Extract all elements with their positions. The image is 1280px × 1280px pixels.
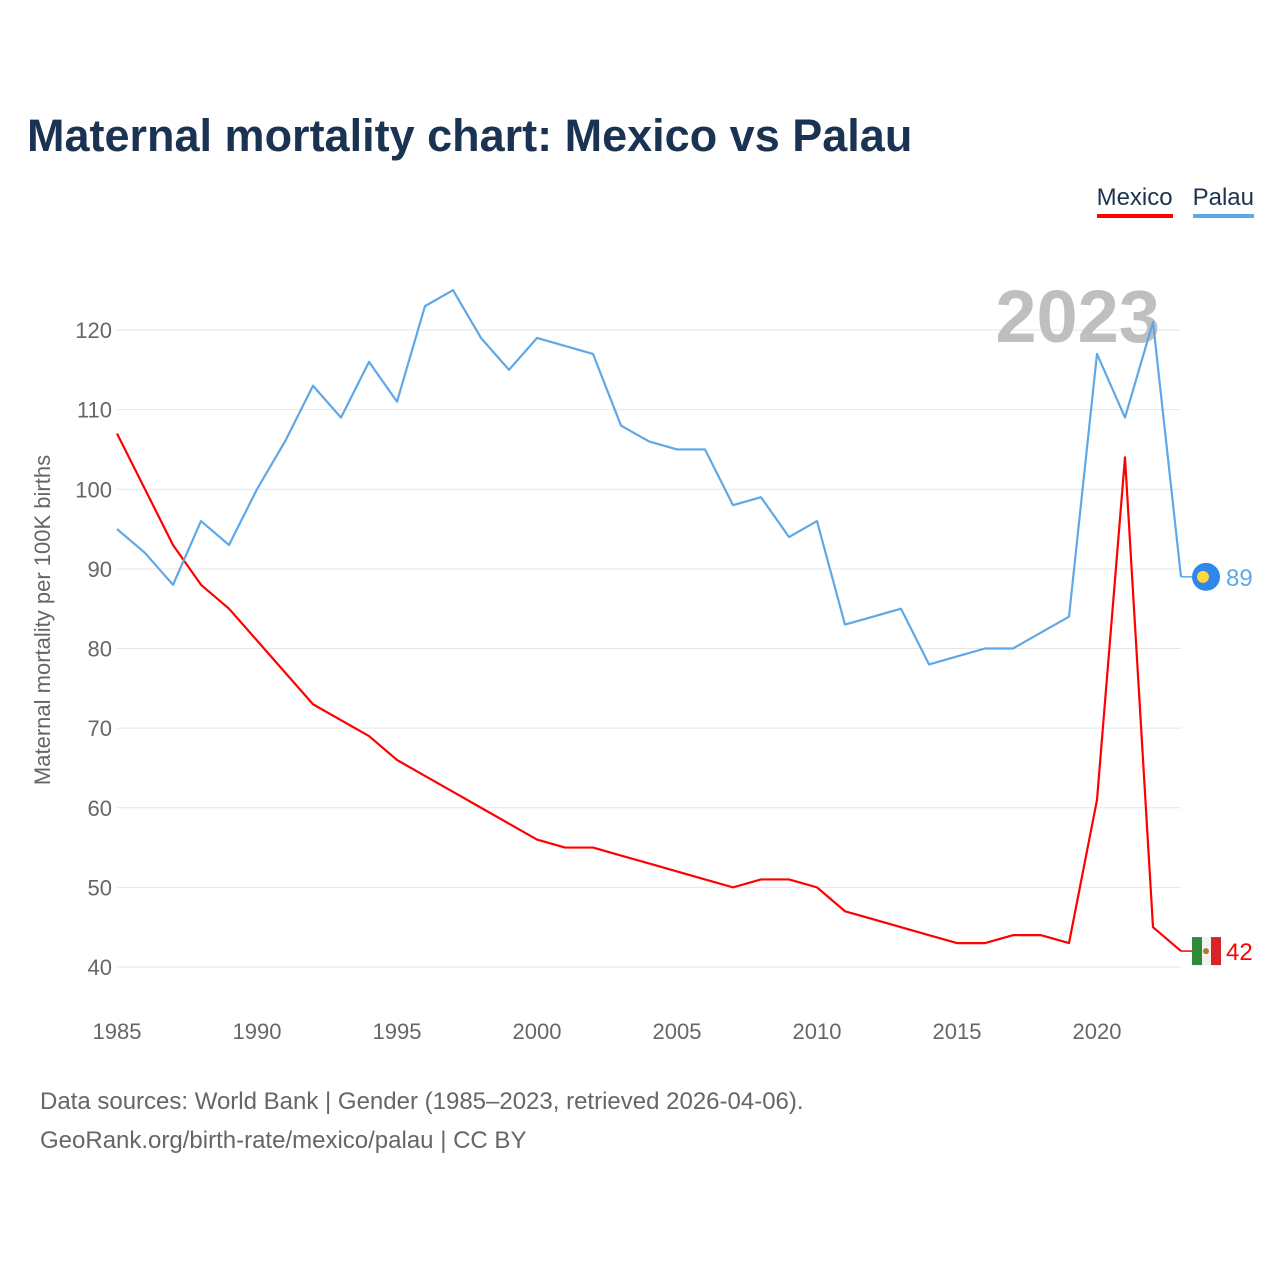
y-tick-label: 50: [88, 875, 112, 900]
x-tick-label: 2020: [1073, 1019, 1122, 1044]
mexico-flag-emblem: [1203, 948, 1209, 955]
y-tick-label: 60: [88, 796, 112, 821]
chart-title: Maternal mortality chart: Mexico vs Pala…: [27, 110, 913, 161]
y-tick-label: 80: [88, 637, 112, 662]
x-tick-label: 1995: [373, 1019, 422, 1044]
x-tick-label: 1990: [233, 1019, 282, 1044]
year-watermark: 2023: [995, 275, 1160, 358]
y-tick-label: 90: [88, 557, 112, 582]
x-tick-label: 2005: [653, 1019, 702, 1044]
end-value-label: 42: [1226, 939, 1253, 966]
x-tick-label: 2015: [933, 1019, 982, 1044]
legend-palau[interactable]: Palau: [1192, 184, 1254, 218]
x-tick-label: 1985: [93, 1019, 142, 1044]
series-line-mexico: [116, 433, 1182, 952]
end-value-label: 89: [1226, 565, 1253, 592]
legend: Mexico Palau: [1096, 184, 1254, 218]
footer-attribution: GeoRank.org/birth-rate/mexico/palau | CC…: [40, 1127, 527, 1154]
series-line-palau: [116, 289, 1183, 666]
legend-mexico[interactable]: Mexico: [1096, 184, 1173, 218]
mexico-flag-icon: [1192, 937, 1202, 966]
footer-sources: Data sources: World Bank | Gender (1985–…: [40, 1088, 804, 1115]
y-axis-label: Maternal mortality per 100K births: [30, 455, 55, 785]
palau-flag-moon: [1197, 570, 1209, 583]
y-tick-label: 100: [75, 477, 112, 502]
y-tick-label: 40: [88, 955, 112, 980]
x-tick-label: 2010: [793, 1019, 842, 1044]
mexico-flag-red: [1211, 937, 1221, 966]
y-tick-label: 110: [77, 398, 112, 423]
y-tick-label: 70: [88, 716, 112, 741]
y-tick-label: 120: [75, 318, 112, 343]
x-tick-label: 2000: [513, 1019, 562, 1044]
